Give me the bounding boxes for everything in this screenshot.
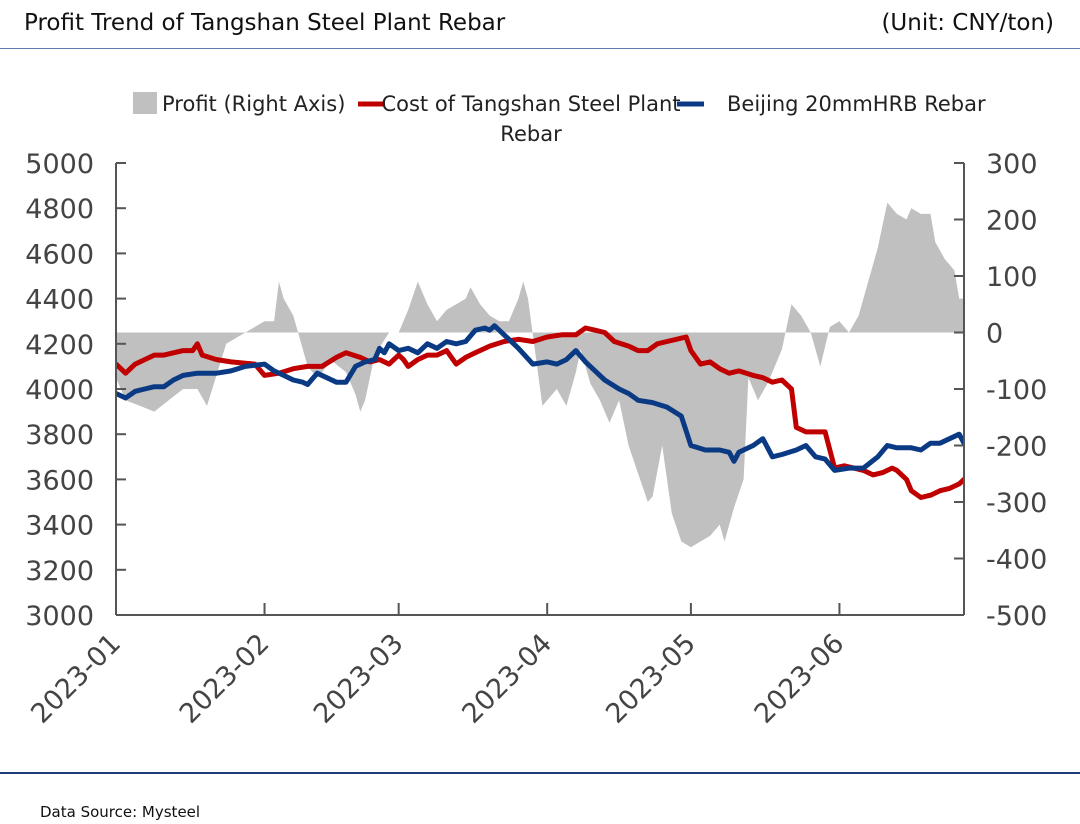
legend-label-profit: Profit (Right Axis) xyxy=(162,92,345,116)
x-tick-label: 2023-06 xyxy=(749,628,851,730)
series-cost-line xyxy=(116,325,964,500)
left-tick-label: 5000 xyxy=(25,149,94,180)
left-tick-label: 4000 xyxy=(25,375,94,406)
left-tick-label: 4800 xyxy=(25,194,94,225)
legend-swatch-profit xyxy=(133,92,157,114)
x-tick-label: 2023-04 xyxy=(456,628,558,730)
left-tick-label: 3400 xyxy=(25,511,94,542)
x-tick-label: 2023-03 xyxy=(308,628,410,730)
right-tick-label: -300 xyxy=(986,488,1047,519)
left-tick-label: 3600 xyxy=(25,465,94,496)
x-tick-label: 2023-02 xyxy=(174,628,276,730)
series-rebar-line xyxy=(116,323,964,473)
legend-label-rebar: Beijing 20mmHRB Rebar xyxy=(727,92,986,116)
legend-label-cost-line: Rebar xyxy=(500,122,562,146)
left-tick-label: 3000 xyxy=(25,601,94,632)
chart-title: Profit Trend of Tangshan Steel Plant Reb… xyxy=(24,10,506,36)
legend-label-cost-line: Cost of Tangshan Steel Plant xyxy=(381,92,680,116)
right-tick-label: -200 xyxy=(986,432,1047,463)
profit-trend-chart: Profit (Right Axis) Cost of Tangshan Ste… xyxy=(25,92,1047,730)
left-tick-label: 3800 xyxy=(25,420,94,451)
right-tick-label: -100 xyxy=(986,375,1047,406)
header-divider xyxy=(0,48,1080,49)
x-tick-label: 2023-01 xyxy=(25,628,127,730)
left-tick-label: 4200 xyxy=(25,330,94,361)
right-tick-label: 100 xyxy=(986,262,1038,293)
plot-area xyxy=(116,202,964,548)
legend-label-cost: Cost of Tangshan Steel Plant Rebar xyxy=(381,92,680,146)
right-tick-label: 300 xyxy=(986,149,1038,180)
right-tick-label: -500 xyxy=(986,601,1047,632)
unit-label: (Unit: CNY/ton) xyxy=(881,10,1054,36)
left-tick-label: 4400 xyxy=(25,285,94,316)
right-tick-label: 200 xyxy=(986,206,1038,237)
left-tick-label: 3200 xyxy=(25,556,94,587)
series-profit-area xyxy=(116,202,964,548)
chart-legend: Profit (Right Axis) Cost of Tangshan Ste… xyxy=(133,92,986,146)
right-tick-label: -400 xyxy=(986,545,1047,576)
x-tick-label: 2023-05 xyxy=(600,628,702,730)
left-tick-label: 4600 xyxy=(25,239,94,270)
footer-divider xyxy=(0,772,1080,774)
data-source-note: Data Source: Mysteel xyxy=(40,803,201,821)
right-tick-label: 0 xyxy=(986,319,1003,350)
